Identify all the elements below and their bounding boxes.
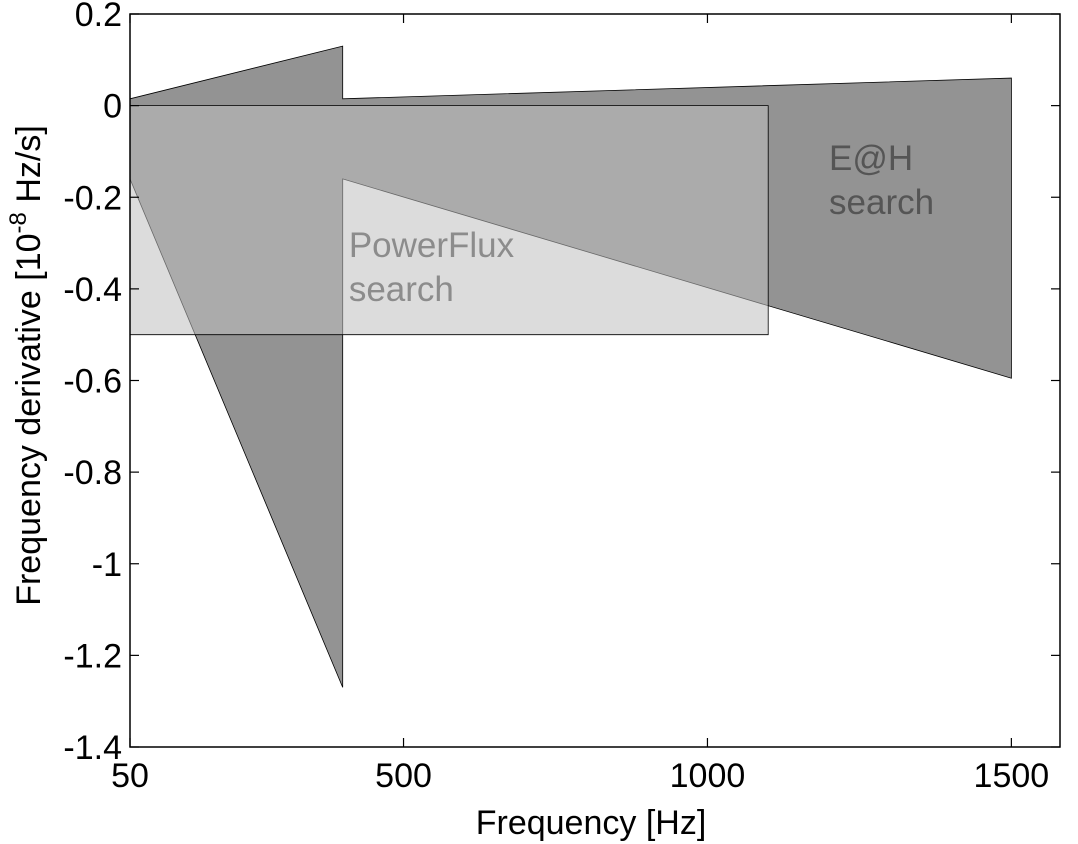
y-axis-label: Frequency derivative [10-8 Hz/s] (5, 125, 48, 606)
y-tick-label: -0.4 (63, 271, 122, 309)
y-tick-label: -1.4 (63, 729, 122, 767)
y-tick-label: 0 (103, 88, 122, 126)
x-tick-label: 50 (111, 757, 149, 795)
ticks: 50 500 1000 1500 0.2 0 -0.2 -0.4 -0.6 -0.8 -1 -1.2 -… (63, 0, 1060, 795)
x-tick-label: 500 (375, 757, 432, 795)
region-label-eah: E@H search (829, 139, 934, 222)
region-eah (129, 45, 1012, 688)
region-labels: E@H search PowerFlux search (349, 139, 934, 309)
y-tick-label: -0.8 (63, 454, 122, 492)
y-tick-label: -0.6 (63, 363, 122, 401)
region-label-powerflux: PowerFlux search (349, 226, 515, 309)
y-tick-label: -1 (92, 546, 122, 584)
y-tick-label: -0.2 (63, 179, 122, 217)
x-tick-label: 1000 (670, 757, 746, 795)
regions (129, 45, 1012, 688)
y-tick-label: 0.2 (75, 0, 122, 34)
x-tick-label: 1500 (974, 757, 1050, 795)
y-tick-label: -1.2 (63, 637, 122, 675)
x-axis-label: Frequency [Hz] (476, 804, 707, 842)
